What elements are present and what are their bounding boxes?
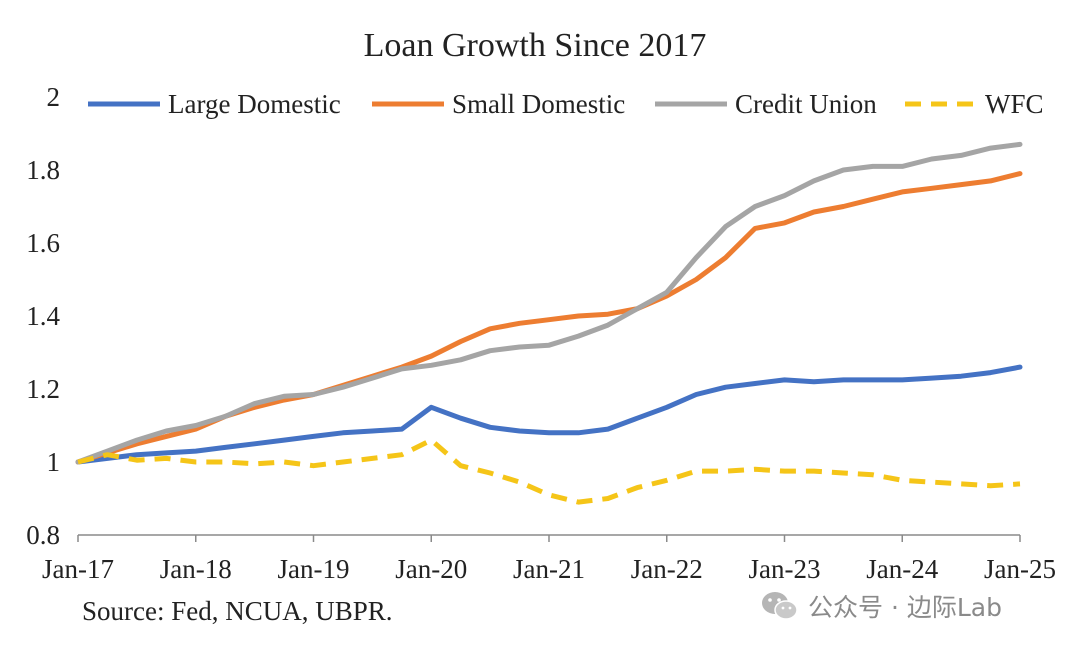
series-line-wfc bbox=[77, 437, 1021, 505]
y-tick-label: 1 bbox=[47, 447, 61, 477]
x-tick-label: Jan-22 bbox=[631, 554, 703, 584]
x-tick-label: Jan-21 bbox=[513, 554, 585, 584]
legend-label: Credit Union bbox=[735, 89, 877, 119]
y-tick-label: 1.8 bbox=[26, 155, 60, 185]
series-layer bbox=[75, 141, 1023, 505]
chart-legend: Large Domestic Small Domestic Credit Union… bbox=[88, 89, 1044, 119]
y-tick-label: 0.8 bbox=[26, 520, 60, 550]
legend-item: Large Domestic bbox=[88, 89, 341, 119]
legend-label: Large Domestic bbox=[168, 89, 341, 119]
y-tick-label: 2 bbox=[47, 82, 61, 112]
source-note: Source: Fed, NCUA, UBPR. bbox=[82, 596, 393, 626]
legend-label: Small Domestic bbox=[452, 89, 625, 119]
x-tick-label: Jan-24 bbox=[866, 554, 938, 584]
y-tick-label: 1.4 bbox=[26, 301, 60, 331]
legend-item: WFC bbox=[905, 89, 1044, 119]
x-tick-label: Jan-18 bbox=[160, 554, 232, 584]
x-axis: Jan-17 Jan-18 Jan-19 Jan-20 Jan-21 Jan-22 Jan-… bbox=[42, 534, 1056, 584]
x-tick-label: Jan-23 bbox=[749, 554, 821, 584]
legend-label: WFC bbox=[985, 89, 1044, 119]
y-axis: 0.8 1 1.2 1.4 1.6 1.8 2 bbox=[26, 82, 60, 550]
legend-item: Credit Union bbox=[655, 89, 877, 119]
watermark: 公众号 · 边际Lab bbox=[760, 588, 1002, 624]
y-tick-label: 1.2 bbox=[26, 374, 60, 404]
x-tick-label: Jan-20 bbox=[395, 554, 467, 584]
x-tick-label: Jan-17 bbox=[42, 554, 114, 584]
series-line-large-domestic bbox=[75, 364, 1023, 465]
x-tick-label: Jan-25 bbox=[984, 554, 1056, 584]
x-tick-label: Jan-19 bbox=[278, 554, 350, 584]
legend-item: Small Domestic bbox=[372, 89, 625, 119]
chart-title: Loan Growth Since 2017 bbox=[364, 27, 707, 64]
watermark-text: 公众号 · 边际Lab bbox=[808, 593, 1002, 622]
wechat-icon bbox=[762, 592, 798, 620]
series-line-credit-union bbox=[75, 141, 1023, 465]
y-tick-label: 1.6 bbox=[26, 228, 60, 258]
